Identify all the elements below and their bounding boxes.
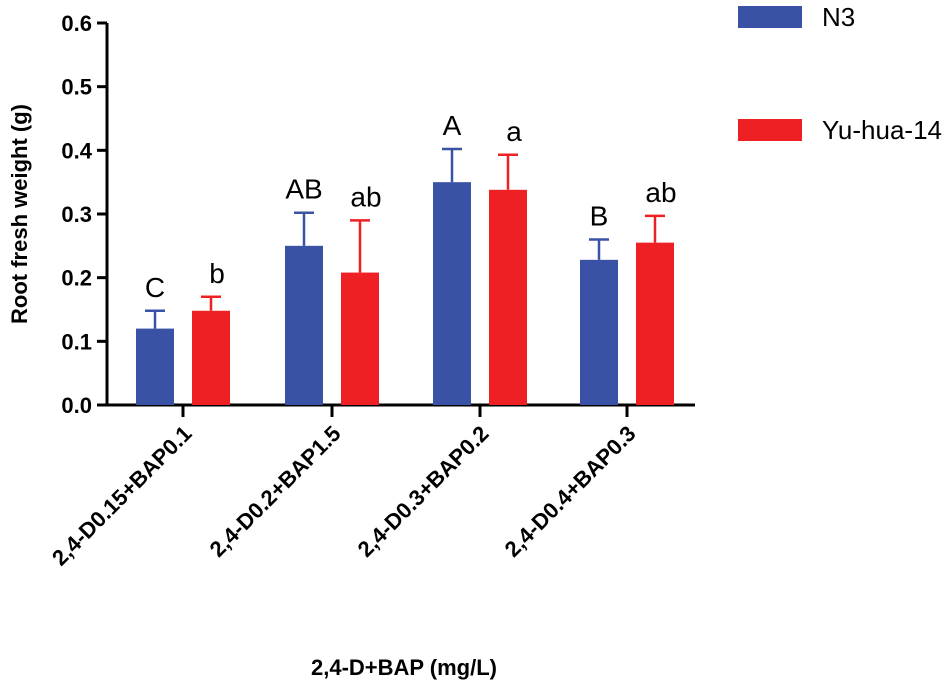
y-tick-label: 0.5 — [61, 75, 92, 100]
y-tick-label: 0.4 — [61, 138, 92, 163]
legend: N3 Yu-hua-14 — [738, 2, 942, 145]
bar — [136, 328, 174, 405]
bar — [433, 182, 471, 405]
y-tick-label: 0.6 — [61, 11, 92, 36]
x-axis-title: 2,4-D+BAP (mg/L) — [311, 655, 497, 680]
legend-swatch — [738, 6, 802, 28]
x-tick-label: 2,4-D0.3+BAP0.2 — [353, 421, 494, 562]
bar — [341, 272, 379, 405]
bar — [580, 259, 618, 405]
y-tick-label: 0.3 — [61, 202, 92, 227]
legend-swatch — [738, 119, 802, 141]
y-tick-label: 0.0 — [61, 393, 92, 418]
significance-label: b — [209, 258, 225, 289]
x-tick-label: 2,4-D0.4+BAP0.3 — [500, 421, 641, 562]
y-tick-label: 0.1 — [61, 329, 92, 354]
legend-label: N3 — [822, 2, 855, 32]
significance-label: A — [443, 110, 462, 141]
significance-label: ab — [645, 177, 676, 208]
bar — [636, 242, 674, 405]
bar — [285, 245, 323, 405]
significance-label: ab — [350, 181, 381, 212]
x-tick-label: 2,4-D0.2+BAP1.5 — [205, 421, 346, 562]
legend-label: Yu-hua-14 — [822, 115, 942, 145]
significance-label: B — [590, 200, 609, 231]
significance-label: C — [145, 272, 165, 303]
significance-label: AB — [285, 174, 322, 205]
bar — [192, 310, 230, 405]
y-axis: 0.0 0.1 0.2 0.3 0.4 0.5 0.6 — [61, 11, 109, 418]
y-axis-title: Root fresh weight (g) — [7, 104, 32, 324]
x-axis: 2,4-D0.15+BAP0.1 2,4-D0.2+BAP1.5 2,4-D0.3+… — [47, 403, 695, 571]
y-tick-label: 0.2 — [61, 266, 92, 291]
bar — [489, 189, 527, 405]
x-tick-label: 2,4-D0.15+BAP0.1 — [47, 421, 197, 571]
significance-label: a — [506, 116, 522, 147]
